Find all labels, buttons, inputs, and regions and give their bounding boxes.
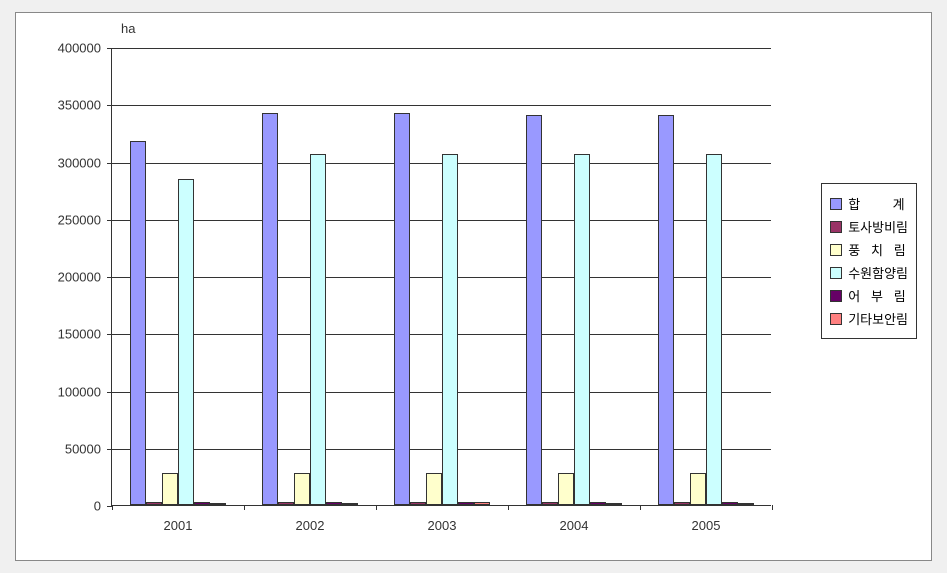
bar <box>590 502 606 505</box>
x-tick-label: 2002 <box>296 518 325 533</box>
y-tick-label: 150000 <box>21 327 101 342</box>
bar <box>690 473 706 505</box>
y-tick-label: 50000 <box>21 441 101 456</box>
bar <box>394 113 410 505</box>
bar <box>342 503 358 505</box>
legend-item: 기타보안림 <box>830 309 908 328</box>
legend-label: 기타보안림 <box>848 309 908 328</box>
legend-label: 합 계 <box>848 194 904 213</box>
legend-swatch <box>830 244 842 256</box>
x-tick-label: 2001 <box>164 518 193 533</box>
bar <box>210 503 226 505</box>
legend-swatch <box>830 313 842 325</box>
bar <box>162 473 178 505</box>
gridline <box>112 105 771 106</box>
x-tick-mark <box>244 505 245 510</box>
x-tick-mark <box>640 505 641 510</box>
legend-label: 수원함양림 <box>848 263 908 282</box>
bar <box>294 473 310 505</box>
legend-item: 수원함양림 <box>830 263 908 282</box>
bar <box>178 179 194 505</box>
y-tick-label: 300000 <box>21 155 101 170</box>
x-tick-mark <box>376 505 377 510</box>
legend-label: 풍 치 림 <box>848 240 906 259</box>
legend-swatch <box>830 290 842 302</box>
y-tick-mark <box>107 163 112 164</box>
y-tick-label: 200000 <box>21 270 101 285</box>
bar <box>706 154 722 506</box>
bar <box>574 154 590 506</box>
legend-label: 토사방비림 <box>848 217 908 236</box>
bar <box>542 502 558 505</box>
x-tick-mark <box>508 505 509 510</box>
x-tick-mark <box>772 505 773 510</box>
bar <box>426 473 442 505</box>
bar <box>146 502 162 505</box>
y-tick-label: 100000 <box>21 384 101 399</box>
y-tick-mark <box>107 220 112 221</box>
gridline <box>112 48 771 49</box>
y-tick-mark <box>107 277 112 278</box>
plot-area: 20012002200320042005 <box>111 48 771 506</box>
chart-panel: ha 20012002200320042005 합 계토사방비림풍 치 림수원함… <box>15 12 932 561</box>
bar <box>658 115 674 505</box>
y-tick-mark <box>107 392 112 393</box>
legend-item: 합 계 <box>830 194 908 213</box>
bar <box>410 502 426 505</box>
bar <box>674 502 690 505</box>
legend-item: 어 부 림 <box>830 286 908 305</box>
y-tick-label: 400000 <box>21 41 101 56</box>
legend-item: 풍 치 림 <box>830 240 908 259</box>
y-tick-label: 0 <box>21 499 101 514</box>
legend: 합 계토사방비림풍 치 림수원함양림어 부 림기타보안림 <box>821 183 917 339</box>
legend-swatch <box>830 267 842 279</box>
bar <box>278 502 294 505</box>
y-tick-label: 350000 <box>21 98 101 113</box>
bar <box>474 502 490 505</box>
legend-swatch <box>830 198 842 210</box>
legend-swatch <box>830 221 842 233</box>
x-tick-label: 2004 <box>560 518 589 533</box>
y-tick-mark <box>107 48 112 49</box>
bar <box>722 502 738 505</box>
y-tick-label: 250000 <box>21 212 101 227</box>
bar <box>130 141 146 505</box>
x-tick-mark <box>112 505 113 510</box>
y-axis-unit: ha <box>121 21 135 36</box>
legend-item: 토사방비림 <box>830 217 908 236</box>
bar <box>606 503 622 505</box>
bar <box>262 113 278 505</box>
bar <box>458 502 474 505</box>
bar <box>194 502 210 505</box>
bar <box>442 154 458 506</box>
bar <box>558 473 574 505</box>
bar <box>326 502 342 505</box>
y-tick-mark <box>107 334 112 335</box>
legend-label: 어 부 림 <box>848 286 906 305</box>
bar <box>738 503 754 505</box>
bar <box>526 115 542 505</box>
x-tick-label: 2003 <box>428 518 457 533</box>
x-tick-label: 2005 <box>692 518 721 533</box>
y-tick-mark <box>107 105 112 106</box>
y-tick-mark <box>107 449 112 450</box>
bar <box>310 154 326 506</box>
